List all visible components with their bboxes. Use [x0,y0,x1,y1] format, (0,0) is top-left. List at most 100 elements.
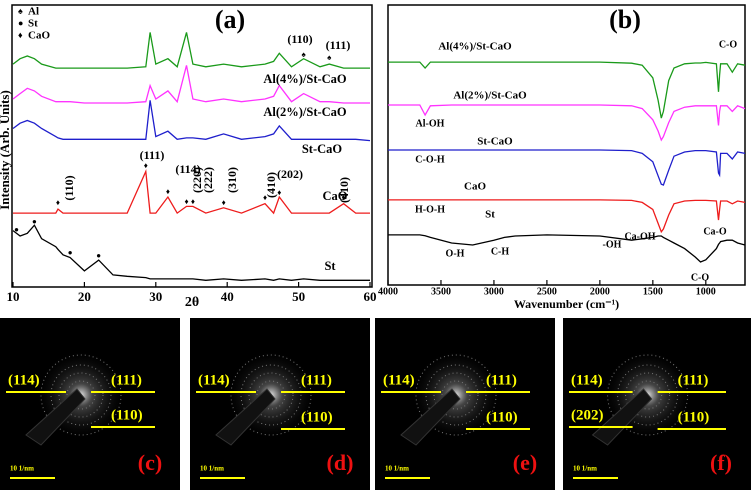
diffraction-ring [66,380,96,410]
peak-marker: ● [96,251,101,260]
series-label: Al(4%)/St-CaO [438,41,512,53]
scale-label: 10 1/nm [573,465,597,473]
x-tick-label: 2500 [537,286,557,297]
diffraction-ring [617,364,679,426]
peak-marker: ♦ [144,161,148,170]
legend-label: CaO [28,30,50,42]
diffraction-ring [230,354,312,436]
x-tick-label: 20 [78,289,91,304]
x-tick-label: 3000 [484,286,504,297]
legend-marker: ♦ [18,30,23,40]
peak-marker: ♦ [184,197,188,206]
scale-label: 10 1/nm [385,465,409,473]
diffraction-ring [40,354,122,436]
series-line [388,199,746,234]
panel-title: (b) [609,5,641,34]
saed-image: (114) (111) (110) 10 1/nm (c) [0,318,180,490]
beam-stopper [215,388,276,446]
x-tick-label: 50 [292,289,305,304]
spot-label: (110) [678,409,710,425]
peak-marker: ♠ [301,50,306,59]
legend-marker: ● [18,18,23,28]
peak-marker: ♦ [56,198,60,207]
spot-label: (111) [301,372,332,388]
annotation: C-O [719,39,738,50]
peak-marker: ● [68,248,73,257]
x-tick-label: 10 [7,289,20,304]
spot-label: (111) [486,372,517,388]
scale-label: 10 1/nm [200,465,224,473]
beam-stopper [400,388,461,446]
annotation: (202) [277,167,303,181]
series-line [388,234,746,263]
spot-label: (110) [301,409,333,425]
diffraction-ring [425,364,487,426]
annotation: C-O [691,272,710,283]
spot-label: (111) [678,372,709,388]
series-label: St [485,209,495,221]
annotation: (111) [140,148,165,162]
x-axis-label: Wavenumber (cm⁻¹) [514,297,619,311]
series-line [12,32,370,69]
x-axis-label: 2θ [185,295,199,310]
diffraction-ring [625,372,671,418]
diffraction-ring [607,354,689,436]
series-line [12,224,370,281]
spot-label: (202) [571,407,604,423]
legend-label: Al [28,6,39,18]
series-label: CaO [464,181,486,193]
saed-image: (114) (111) (110) 10 1/nm (e) [375,318,555,490]
image-label: (f) [710,450,732,475]
saed-image: (114) (111) (202) (110) 10 1/nm (f) [563,318,751,490]
annotation: (111) [326,38,351,52]
annotation: H-O-H [415,204,445,215]
series-line [388,149,746,186]
diffraction-ring [240,364,302,426]
x-tick-label: 2000 [590,286,610,297]
peak-marker: ♦ [277,188,281,197]
spot-label: (114) [571,372,603,388]
x-tick-label: 4000 [378,286,398,297]
series-line [388,61,746,119]
diffraction-ring [256,380,286,410]
beam-stopper [591,388,653,446]
annotation: Ca-OH [624,231,655,242]
series-label: Al(2%)/St-CaO [263,105,347,119]
annotation: O-H [446,248,465,259]
image-label: (c) [138,450,162,475]
series-label: Al(4%)/St-CaO [263,72,347,86]
image-label: (e) [513,450,537,475]
series-line [12,100,371,142]
annotation: (110) [287,32,312,46]
peak-marker: ♠ [327,53,332,62]
spot-label: (110) [111,407,143,423]
x-tick-label: 40 [221,289,234,304]
diffraction-ring [248,372,294,418]
plot-frame [11,4,373,288]
series-label: St [324,259,336,273]
plot-frame [387,4,746,286]
x-tick-label: 30 [149,289,162,304]
series-line [13,169,370,215]
diffraction-ring [415,354,497,436]
annotation: Al-OH [416,118,445,129]
peak-marker: ♦ [222,198,226,207]
spot-label: (114) [198,372,230,388]
series-label: St-CaO [302,142,343,156]
diffraction-ring [441,380,471,410]
diffraction-ring [433,372,479,418]
scale-label: 10 1/nm [10,465,34,473]
legend-marker: ♠ [18,6,23,16]
peak-marker: ♦ [342,193,346,202]
series-label: Al(2%)/St-CaO [453,90,527,102]
series-line [12,65,370,104]
spot-label: (110) [486,409,518,425]
series-line [388,104,746,142]
annotation: C-O-H [415,154,445,165]
diffraction-ring [50,364,112,426]
annotation: (310) [225,167,239,193]
annotation: Ca-O [703,226,727,237]
peak-marker: ● [14,225,19,234]
